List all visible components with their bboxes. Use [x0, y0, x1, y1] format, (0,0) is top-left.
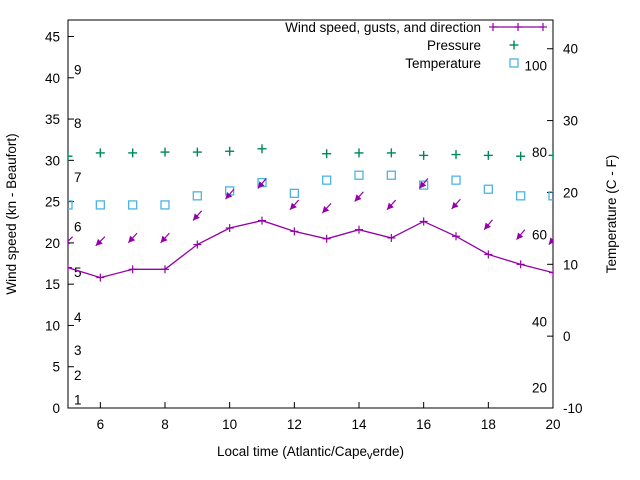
- beaufort-label-4: 4: [74, 310, 82, 325]
- temperature-point: [322, 175, 332, 185]
- wind-direction-arrowhead: [484, 222, 491, 230]
- legend-label-1: Pressure: [427, 38, 481, 53]
- y-tick-label-25: 25: [45, 195, 60, 210]
- y2-axis-title: Temperature (C - F): [604, 155, 619, 274]
- pressure-axis-label-100: 100: [524, 58, 547, 73]
- wind-direction-arrowhead: [419, 181, 427, 189]
- wind-direction-arrowhead: [68, 241, 71, 245]
- y-tick-label-20: 20: [45, 236, 60, 251]
- wind-direction-arrowhead: [289, 202, 297, 210]
- y-tick-label-15: 15: [45, 277, 60, 292]
- wind-direction-arrowhead: [516, 232, 524, 240]
- y-tick-label-0: 0: [52, 401, 60, 416]
- y-tick-label-35: 35: [45, 112, 60, 127]
- x-tick-label-16: 16: [416, 417, 431, 432]
- wind-direction-arrowhead: [160, 235, 168, 243]
- y-tick-label-10: 10: [45, 318, 60, 333]
- x-tick-label-18: 18: [481, 417, 496, 432]
- x-axis-title: Local time (Atlantic/Capeverde): [217, 444, 404, 462]
- wind-direction-arrowhead: [451, 201, 459, 209]
- wind-direction-arrowhead: [354, 194, 362, 202]
- temperature-point: [160, 200, 170, 210]
- y-tick-label-45: 45: [45, 30, 60, 45]
- temperature-point: [95, 200, 105, 210]
- wind-direction-arrowhead: [192, 213, 200, 221]
- y2-tick-label-10: 10: [563, 257, 578, 272]
- legend-label-0: Wind speed, gusts, and direction: [285, 20, 481, 35]
- pressure-axis-label-60: 60: [532, 228, 547, 243]
- x-tick-label-14: 14: [351, 417, 367, 432]
- x-tick-label-8: 8: [161, 417, 169, 432]
- beaufort-label-2: 2: [74, 368, 82, 383]
- legend-swatch-temperature: [509, 58, 519, 68]
- series-layer: [68, 144, 553, 282]
- beaufort-label-6: 6: [74, 219, 82, 234]
- wind-direction-arrowhead: [386, 202, 394, 210]
- wind-direction-shaft: [68, 236, 74, 243]
- wind-speed-line: [68, 219, 553, 279]
- y-axis-title: Wind speed (kn - Beaufort): [4, 133, 19, 294]
- beaufort-label-5: 5: [74, 265, 82, 280]
- temperature-point: [128, 200, 138, 210]
- y2-tick-label-20: 20: [563, 185, 578, 200]
- temperature-point: [516, 191, 526, 201]
- wind-direction-arrowhead: [225, 192, 233, 200]
- wind-direction-arrowhead: [128, 235, 136, 243]
- y2-tick-label-40: 40: [563, 42, 578, 57]
- y-tick-label-30: 30: [45, 153, 60, 168]
- pressure-axis-label-20: 20: [532, 380, 547, 395]
- beaufort-label-7: 7: [74, 170, 82, 185]
- beaufort-label-9: 9: [74, 63, 82, 78]
- x-tick-label-12: 12: [287, 417, 302, 432]
- beaufort-label-8: 8: [74, 116, 82, 131]
- wind-direction-arrowhead: [548, 237, 553, 245]
- temperature-point: [483, 184, 493, 194]
- beaufort-label-1: 1: [74, 393, 82, 408]
- temperature-point: [68, 200, 73, 210]
- temperature-point: [548, 191, 553, 201]
- x-tick-label-10: 10: [222, 417, 237, 432]
- x-tick-label-6: 6: [97, 417, 105, 432]
- beaufort-label-3: 3: [74, 343, 82, 358]
- pressure-axis-label-40: 40: [532, 314, 547, 329]
- legend-label-2: Temperature: [405, 56, 481, 71]
- wind-direction-arrowhead: [257, 181, 265, 189]
- temperature-point: [386, 170, 396, 180]
- temperature-point: [289, 188, 299, 199]
- y-tick-label-5: 5: [52, 360, 60, 375]
- plot-border: [67, 19, 554, 409]
- wind-direction-arrowhead: [322, 205, 330, 214]
- wind-direction-arrowhead: [95, 238, 103, 246]
- y2-tick-label-0: 0: [563, 329, 571, 344]
- temperature-point: [354, 170, 364, 180]
- y2-tick-label-30: 30: [563, 114, 578, 129]
- temperature-point: [419, 180, 429, 190]
- pressure-axis-label-80: 80: [532, 145, 547, 160]
- y2-tick-label--10: -10: [563, 401, 583, 416]
- x-tick-label-20: 20: [545, 417, 560, 432]
- temperature-point: [451, 175, 461, 185]
- y-tick-label-40: 40: [45, 71, 60, 86]
- temperature-point: [192, 191, 202, 201]
